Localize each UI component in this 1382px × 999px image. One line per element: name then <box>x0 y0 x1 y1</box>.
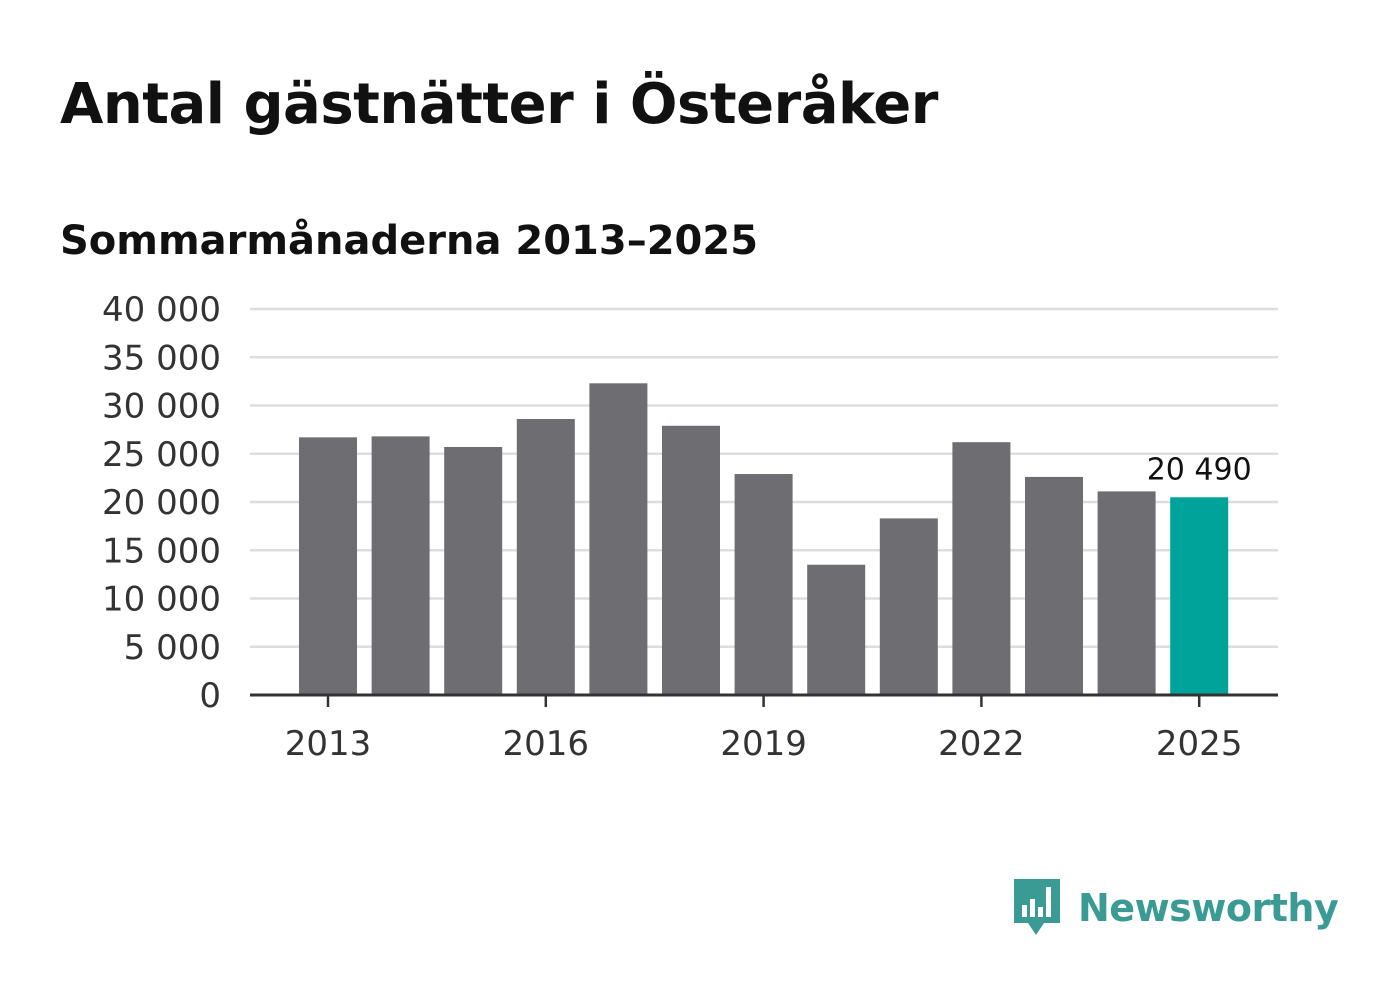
bar-2013 <box>299 437 357 695</box>
bar-2019 <box>734 474 793 695</box>
brand-name: Newsworthy <box>1078 886 1339 930</box>
y-tick-label: 30 000 <box>102 387 221 427</box>
bar-2023 <box>1025 476 1083 695</box>
bar-2015 <box>444 446 503 695</box>
bar-2017 <box>589 383 648 695</box>
y-tick-label: 25 000 <box>102 435 221 475</box>
bar-2014 <box>371 436 430 695</box>
y-axis-labels: 0 5 000 10 000 15 000 20 000 25 000 30 000 35 0… <box>102 290 221 716</box>
y-tick-label: 15 000 <box>102 531 221 571</box>
value-label: 20 490 <box>1147 452 1252 487</box>
x-tick-label: 2016 <box>503 724 590 764</box>
x-tick-label: 2013 <box>285 724 372 764</box>
y-tick-label: 5 000 <box>124 628 221 668</box>
bar-2022 <box>952 442 1011 695</box>
y-tick-label: 10 000 <box>102 580 221 620</box>
y-tick-label: 40 000 <box>102 290 221 330</box>
annotations: 20 490 <box>1147 452 1252 487</box>
newsworthy-logo-icon <box>1014 879 1060 935</box>
y-tick-label: 35 000 <box>102 338 221 378</box>
y-tick-label: 20 000 <box>102 483 221 523</box>
x-tick-label: 2022 <box>938 724 1025 764</box>
bars <box>299 383 1229 695</box>
x-tick-label: 2019 <box>720 724 807 764</box>
x-axis <box>250 693 1278 707</box>
x-axis-labels: 2013 2016 2019 2022 2025 <box>285 724 1243 764</box>
chart-subtitle: Sommarmånaderna 2013–2025 <box>60 218 759 264</box>
chart-title: Antal gästnätter i Österåker <box>60 72 938 137</box>
bar-2025 <box>1170 497 1229 695</box>
newsworthy-logo: Newsworthy <box>1012 876 1339 940</box>
bar-2024 <box>1097 491 1156 695</box>
x-tick-label: 2025 <box>1156 724 1243 764</box>
bar-2018 <box>662 425 720 695</box>
bar-2016 <box>516 419 575 695</box>
y-tick-label: 0 <box>199 676 221 716</box>
bar-2021 <box>879 518 938 695</box>
bar-2020 <box>807 564 866 695</box>
